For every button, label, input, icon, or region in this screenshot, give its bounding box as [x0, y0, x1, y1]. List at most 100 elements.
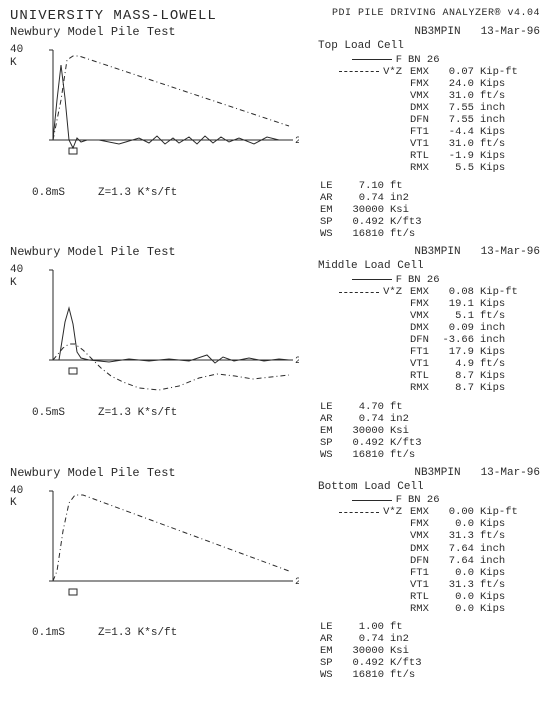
metric-key: SP — [318, 657, 346, 669]
metric-key: VMX — [408, 90, 436, 102]
metric-val: 17.9 — [436, 346, 478, 358]
metric-unit: in2 — [388, 633, 424, 645]
metric-unit: inch — [478, 102, 520, 114]
metric-val: 24.0 — [436, 78, 478, 90]
metric-key: VT1 — [408, 358, 436, 370]
legend-vz: V*Z — [318, 506, 408, 518]
metric-key: LE — [318, 401, 346, 413]
metric-val: 7.64 — [436, 543, 478, 555]
metric-unit: K/ft3 — [388, 216, 424, 228]
metric-unit: Kip-ft — [478, 66, 520, 78]
metric-val: 0.0 — [436, 591, 478, 603]
metric-val: 4.9 — [436, 358, 478, 370]
metric-key: DMX — [408, 543, 436, 555]
metric-key: EM — [318, 204, 346, 216]
metric-key: FT1 — [408, 126, 436, 138]
metric-unit: in2 — [388, 413, 424, 425]
metric-unit: Kips — [478, 150, 520, 162]
svg-text:25ms: 25ms — [295, 577, 299, 588]
metric-val: 1.00 — [346, 621, 388, 633]
analysis-panel: Newbury Model Pile Test NB3MPIN 13-Mar-9… — [10, 467, 540, 681]
blow-number: BN 26 — [408, 274, 520, 286]
metric-key: DFN — [408, 555, 436, 567]
metric-unit: ft — [388, 401, 424, 413]
legend-vz: V*Z — [318, 286, 408, 298]
metric-val: -3.66 — [436, 334, 478, 346]
metric-key: FMX — [408, 298, 436, 310]
metric-unit: Kips — [478, 567, 520, 579]
timebase: 0.1mS — [32, 627, 65, 639]
metric-key: DFN — [408, 334, 436, 346]
signal-chart: 25ms — [39, 260, 299, 405]
metric-val: 7.55 — [436, 102, 478, 114]
metric-val: -1.9 — [436, 150, 478, 162]
metric-unit: Kip-ft — [478, 286, 520, 298]
svg-text:25ms: 25ms — [295, 136, 299, 147]
metric-unit: ft/s — [478, 138, 520, 150]
metric-unit: Kips — [478, 78, 520, 90]
metric-unit: Kip-ft — [478, 506, 520, 518]
metric-unit: Kips — [478, 382, 520, 394]
metric-key: VMX — [408, 530, 436, 542]
metric-val: 31.3 — [436, 530, 478, 542]
metric-unit: ft/s — [478, 530, 520, 542]
blow-number: BN 26 — [408, 494, 520, 506]
metric-unit: ft — [388, 180, 424, 192]
blow-number: BN 26 — [408, 54, 520, 66]
metric-val: 16810 — [346, 449, 388, 461]
metric-val: 0.0 — [436, 518, 478, 530]
metric-unit: ft/s — [388, 449, 424, 461]
metric-unit: Ksi — [388, 645, 424, 657]
metric-unit: ft/s — [478, 358, 520, 370]
metric-key: RMX — [408, 382, 436, 394]
metric-val: 0.74 — [346, 192, 388, 204]
metric-val: 0.0 — [436, 603, 478, 615]
metric-val: 0.492 — [346, 657, 388, 669]
metric-unit: inch — [478, 322, 520, 334]
metric-unit: Kips — [478, 126, 520, 138]
metric-val: 0.74 — [346, 633, 388, 645]
metric-val: 31.0 — [436, 90, 478, 102]
metric-unit: inch — [478, 334, 520, 346]
metric-unit: inch — [478, 555, 520, 567]
impedance: Z=1.3 K*s/ft — [98, 627, 177, 639]
legend-vz: V*Z — [318, 66, 408, 78]
metric-val: 0.09 — [436, 322, 478, 334]
record-date: 13-Mar-96 — [481, 467, 540, 481]
metric-val: 5.5 — [436, 162, 478, 174]
signal-chart: 25ms — [39, 40, 299, 185]
metric-key: EMX — [408, 66, 436, 78]
metric-unit: ft/s — [388, 669, 424, 681]
impedance: Z=1.3 K*s/ft — [98, 187, 177, 199]
metric-val: 8.7 — [436, 370, 478, 382]
cell-title: Top Load Cell — [318, 40, 540, 53]
metric-key: FMX — [408, 78, 436, 90]
org-title: UNIVERSITY MASS-LOWELL — [10, 8, 217, 24]
legend-f: F — [318, 494, 408, 506]
metric-val: 7.10 — [346, 180, 388, 192]
metric-unit: inch — [478, 114, 520, 126]
analysis-panel: Newbury Model Pile Test NB3MPIN 13-Mar-9… — [10, 26, 540, 240]
metric-val: 30000 — [346, 204, 388, 216]
legend-f: F — [318, 274, 408, 286]
metric-key: LE — [318, 180, 346, 192]
metric-val: 0.07 — [436, 66, 478, 78]
metric-unit: ft/s — [388, 228, 424, 240]
metric-key: SP — [318, 437, 346, 449]
metric-val: 30000 — [346, 645, 388, 657]
metric-unit: Ksi — [388, 204, 424, 216]
metric-val: 16810 — [346, 669, 388, 681]
metric-val: 0.492 — [346, 437, 388, 449]
metric-unit: K/ft3 — [388, 437, 424, 449]
panel-title: Newbury Model Pile Test — [10, 26, 176, 40]
metric-key: EMX — [408, 286, 436, 298]
metric-val: 8.7 — [436, 382, 478, 394]
metric-val: 7.55 — [436, 114, 478, 126]
record-date: 13-Mar-96 — [481, 26, 540, 40]
legend-f: F — [318, 54, 408, 66]
metric-unit: ft/s — [478, 579, 520, 591]
metric-unit: K/ft3 — [388, 657, 424, 669]
metric-key: RTL — [408, 370, 436, 382]
metric-unit: Kips — [478, 591, 520, 603]
metric-val: 0.08 — [436, 286, 478, 298]
